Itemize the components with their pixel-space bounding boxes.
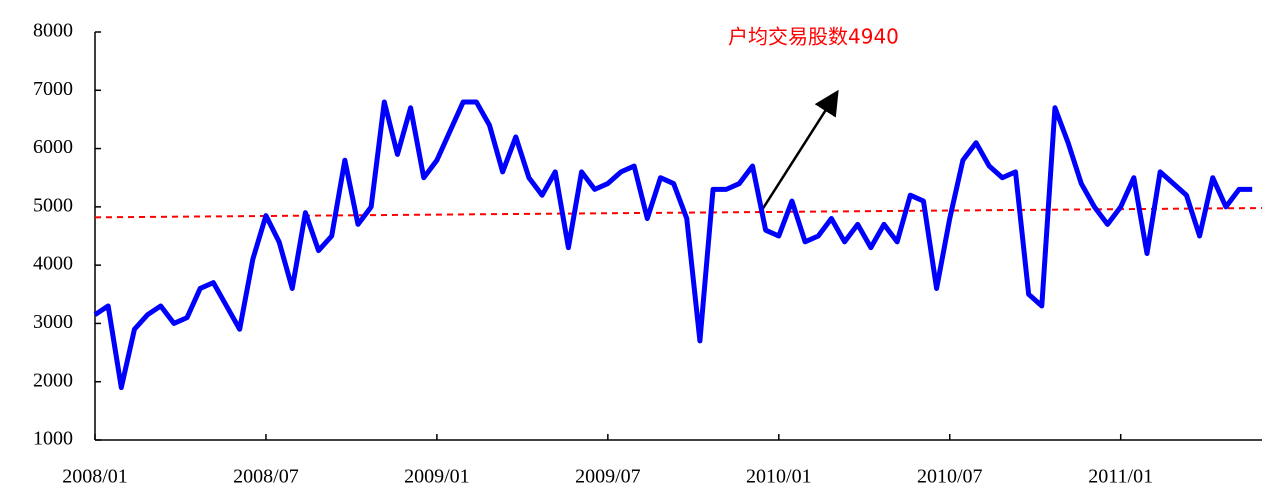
y-tick-label: 5000 xyxy=(33,194,73,216)
x-tick-label: 2008/07 xyxy=(233,466,299,488)
arrow xyxy=(760,89,839,211)
data-line xyxy=(93,99,1253,391)
y-tick-label: 1000 xyxy=(33,428,73,450)
y-tick-label: 8000 xyxy=(33,20,73,42)
x-tick-label: 2011/01 xyxy=(1088,466,1153,488)
x-tick-label: 2009/01 xyxy=(404,466,470,488)
y-tick-label: 2000 xyxy=(33,369,73,391)
y-tick-label: 7000 xyxy=(33,78,73,100)
x-tick-label: 2009/07 xyxy=(575,466,641,488)
y-tick-label: 6000 xyxy=(33,136,73,158)
x-tick-label: 2010/07 xyxy=(917,466,983,488)
y-tick-label: 4000 xyxy=(33,253,73,275)
y-tick-label: 3000 xyxy=(33,311,73,333)
annotation: 户均交易股数4940 xyxy=(728,25,899,49)
trend-line xyxy=(94,207,1263,219)
x-tick-label: 2010/01 xyxy=(746,466,812,488)
x-tick-label: 2008/01 xyxy=(62,466,128,488)
